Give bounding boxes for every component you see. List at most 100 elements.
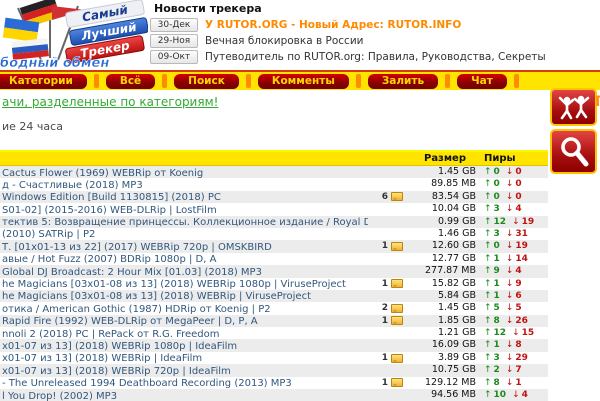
size-cell: 1.45 GB xyxy=(437,166,476,177)
torrents-table: Размер Пиры Cactus Flower (1969) WEBRip … xyxy=(0,150,548,401)
table-row: he Magicians [03x01-08 из 13] (2018) WEB… xyxy=(0,289,548,303)
peers-cell: ↑ 0 ↓ 0 xyxy=(484,167,522,177)
news-date-badge: 29-Ноя xyxy=(150,33,198,48)
tab-comments[interactable]: Комменты xyxy=(257,73,349,89)
seed-arrow-icon: ↑ xyxy=(484,315,492,326)
torrent-link[interactable]: - The Unreleased 1994 Deathboard Recordi… xyxy=(2,378,292,390)
comments-cell: 2 xyxy=(368,302,404,314)
categories-heading-link[interactable]: ачи, разделенные по категориям! xyxy=(2,95,219,109)
size-cell: 10.04 GB xyxy=(431,203,476,215)
torrent-link[interactable]: S01-02] (2015-2016) WEB-DLRip | LostFilm xyxy=(2,204,217,216)
peers-cell: ↑ 1 ↓ 6 xyxy=(484,290,522,301)
torrent-link[interactable]: авые / Hot Fuzz (2007) BDRip 1080p | D, … xyxy=(2,254,217,266)
table-row: (2010) SATRip | P2 1.46 GB ↑ 3 ↓ 31 xyxy=(0,227,548,241)
tab-categories[interactable]: Категории xyxy=(0,73,87,89)
peers-cell: ↑ 12 ↓ 19 xyxy=(484,216,535,227)
news-item: 30-Дек У RUTOR.ORG - Новый Адрес: RUTOR.… xyxy=(150,17,480,32)
peers-cell: ↑ 3 ↓ 31 xyxy=(484,228,528,239)
torrent-link[interactable]: l You Drop! (2002) MP3 xyxy=(2,390,118,401)
size-cell: 89.85 MB xyxy=(431,178,476,190)
news-link[interactable]: Путеводитель по RUTOR.org: Правила, Руко… xyxy=(205,50,546,63)
size-cell: 3.89 GB xyxy=(437,351,476,363)
leech-arrow-icon: ↓ xyxy=(505,303,514,314)
search-button[interactable] xyxy=(550,129,597,174)
comment-icon xyxy=(391,316,403,326)
seed-arrow-icon: ↑ xyxy=(484,179,492,190)
tab-chat[interactable]: Чат xyxy=(457,73,507,89)
leech-arrow-icon: ↓ xyxy=(505,315,514,326)
leech-arrow-icon: ↓ xyxy=(512,216,520,227)
size-cell: 15.82 GB xyxy=(431,277,476,289)
torrent-link[interactable]: Windows Edition [Build 1130815] (2018) P… xyxy=(2,192,221,204)
size-cell: 94.56 MB xyxy=(431,389,476,401)
torrent-link[interactable]: he Magicians [03x01-08 из 13] (2018) WEB… xyxy=(2,279,346,290)
comments-cell: 1 xyxy=(368,315,404,327)
table-row: Т. [01x01-13 из 22] (2017) WEBRip 720p |… xyxy=(0,240,548,253)
torrent-link[interactable]: Cactus Flower (1969) WEBRip от Koenig xyxy=(2,167,204,179)
seed-arrow-icon: ↑ xyxy=(484,390,492,401)
leech-arrow-icon: ↓ xyxy=(505,365,514,376)
leech-arrow-icon: ↓ xyxy=(505,253,514,264)
size-cell: 277.87 MB xyxy=(425,265,476,277)
torrent-link[interactable]: (2010) SATRip | P2 xyxy=(2,229,96,241)
leech-arrow-icon: ↓ xyxy=(505,266,514,277)
seed-arrow-icon: ↑ xyxy=(484,365,492,376)
header-size: Размер xyxy=(423,153,466,164)
tab-upload[interactable]: Залить xyxy=(367,73,439,89)
news-item: 09-Окт Путеводитель по RUTOR.org: Правил… xyxy=(150,49,546,64)
news-link[interactable]: Вечная блокировка в России xyxy=(205,34,364,47)
size-cell: 129.12 MB xyxy=(425,376,476,388)
table-row: Cactus Flower (1969) WEBRip от Koenig 1.… xyxy=(0,166,548,179)
torrent-link[interactable]: Rapid Fire (1992) WEB-DLRip от MegaPeer … xyxy=(2,316,258,328)
main-navbar: Категории Всё Поиск Комменты Залить Чат xyxy=(0,70,600,90)
leech-arrow-icon: ↓ xyxy=(505,191,514,202)
leech-arrow-icon: ↓ xyxy=(512,328,520,339)
seed-arrow-icon: ↑ xyxy=(484,303,492,314)
seed-arrow-icon: ↑ xyxy=(484,352,492,363)
peers-cell: ↑ 12 ↓ 15 xyxy=(484,328,535,339)
news-link[interactable]: У RUTOR.ORG - Новый Адрес: RUTOR.INFO xyxy=(205,18,462,31)
table-row: S01-02] (2015-2016) WEB-DLRip | LostFilm… xyxy=(0,203,548,216)
comments-cell: 1 xyxy=(368,278,404,290)
seed-arrow-icon: ↑ xyxy=(484,241,492,252)
size-cell: 16.09 GB xyxy=(431,339,476,351)
seed-arrow-icon: ↑ xyxy=(484,253,492,264)
torrent-link[interactable]: x01-07 из 13] (2018) WEBRip 1080p | Idea… xyxy=(2,340,238,352)
comment-icon xyxy=(391,242,403,252)
site-logo: Самый Лучший Трекер бодный обмен xyxy=(0,0,149,71)
leech-arrow-icon: ↓ xyxy=(505,241,514,252)
seed-arrow-icon: ↑ xyxy=(484,191,492,202)
torrent-link[interactable]: x01-07 из 13] (2018) WEBRip 720p | IdeaF… xyxy=(2,365,231,377)
sidebar-partial-label: П xyxy=(595,94,600,110)
tab-all[interactable]: Всё xyxy=(105,73,156,89)
seed-arrow-icon: ↑ xyxy=(484,340,492,351)
tab-divider xyxy=(355,74,361,88)
table-row: Rapid Fire (1992) WEB-DLRip от MegaPeer … xyxy=(0,314,548,328)
table-row: x01-07 из 13] (2018) WEBRip | IdeaFilm 1… xyxy=(0,351,548,365)
comments-cell: 1 xyxy=(368,352,404,364)
table-row: отика / American Gothic (1987) HDRip от … xyxy=(0,302,548,315)
peers-cell: ↑ 1 ↓ 8 xyxy=(484,340,522,351)
comment-icon xyxy=(391,378,403,388)
peers-cell: ↑ 3 ↓ 29 xyxy=(484,352,528,363)
leech-arrow-icon: ↓ xyxy=(505,278,514,289)
leech-arrow-icon: ↓ xyxy=(505,377,514,388)
tab-divider xyxy=(245,74,251,88)
tab-search[interactable]: Поиск xyxy=(174,73,239,89)
torrent-link[interactable]: nnoli 2 (2018) PC | RePack от R.G. Freed… xyxy=(2,328,220,340)
table-row: l You Drop! (2002) MP3 94.56 MB ↑ 10 ↓ 4 xyxy=(0,389,548,401)
leech-arrow-icon: ↓ xyxy=(512,390,520,401)
table-row: nnoli 2 (2018) PC | RePack от R.G. Freed… xyxy=(0,327,548,340)
torrent-link[interactable]: отика / American Gothic (1987) HDRip от … xyxy=(2,303,271,315)
tab-divider xyxy=(513,74,519,88)
friends-button[interactable] xyxy=(550,88,597,126)
comments-cell: 6 xyxy=(368,191,404,203)
size-cell: 0.99 GB xyxy=(437,215,476,227)
torrent-link[interactable]: he Magicians [03x01-08 из 13] (2018) WEB… xyxy=(2,291,311,303)
torrent-link[interactable]: Т. [01x01-13 из 22] (2017) WEBRip 720p |… xyxy=(2,241,272,253)
torrent-link[interactable]: тектив 5: Возвращение принцессы. Коллекц… xyxy=(2,217,368,228)
torrent-link[interactable]: Global DJ Broadcast: 2 Hour Mix [01.03] … xyxy=(2,266,262,278)
torrent-link[interactable]: x01-07 из 13] (2018) WEBRip | IdeaFilm xyxy=(2,353,203,365)
size-cell: 83.54 GB xyxy=(431,190,476,202)
torrent-link[interactable]: д - Счастливые (2018) MP3 xyxy=(2,179,143,191)
